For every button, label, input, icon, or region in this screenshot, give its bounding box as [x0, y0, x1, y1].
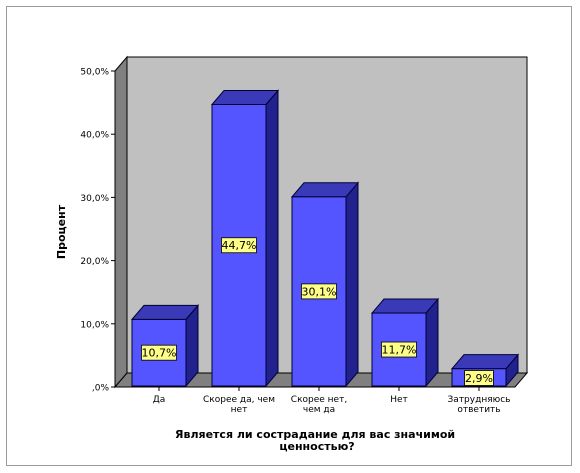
y-tick-label: 40,0%: [80, 131, 109, 141]
x-axis-title-line-1: Является ли сострадание для вас значимой: [175, 428, 455, 441]
y-tick-label: 10,0%: [80, 320, 109, 330]
data-label: 11,7%: [382, 344, 417, 357]
y-axis: ,0% 10,0% 20,0% 30,0% 40,0% 50,0%: [80, 68, 116, 394]
bar-3: 30,1%: [290, 181, 360, 388]
chart-side-wall: [114, 55, 128, 389]
bar-2: 44,7%: [210, 89, 280, 388]
data-label: 44,7%: [222, 239, 257, 252]
x-tick-label: Скорее да, чем нет: [203, 395, 275, 415]
data-label-box: [301, 283, 337, 300]
bar-top: [210, 89, 280, 105]
bar-side: [345, 181, 359, 388]
bar-top: [370, 298, 440, 314]
data-label: 10,7%: [142, 347, 177, 360]
x-axis: Да Скорее да, чем нет Скорее нет, чем да Нет З…: [153, 387, 511, 415]
x-tick-label: Затрудняюсь ответить: [448, 395, 511, 415]
data-label-box: [221, 237, 257, 254]
y-tick-label: 30,0%: [80, 194, 109, 204]
data-label-box: [381, 341, 417, 358]
y-tick-label: 50,0%: [80, 68, 109, 78]
bar-side: [265, 89, 279, 388]
bar-chart: ,0% 10,0% 20,0% 30,0% 40,0% 50,0% 10,7% 44,7% 3…: [55, 55, 529, 453]
data-label: 30,1%: [302, 285, 337, 298]
bars: 10,7% 44,7% 30,1% 11,7% 2,9%: [130, 89, 520, 388]
data-label-box: [464, 370, 494, 386]
x-axis-title: Является ли сострадание для вас значимой…: [175, 428, 459, 453]
x-tick-label: Нет: [390, 395, 408, 405]
bar-1: 10,7%: [130, 304, 200, 388]
bar-5: 2,9%: [450, 353, 520, 388]
bar-top: [130, 304, 200, 320]
bar-front: [291, 196, 347, 387]
y-axis-title: Процент: [55, 204, 68, 259]
bar-top: [450, 354, 520, 370]
bar-4: 11,7%: [370, 297, 440, 388]
x-tick-label: Скорее нет, чем да: [291, 395, 347, 415]
y-tick-label: ,0%: [92, 384, 110, 394]
x-tick-label: Да: [153, 395, 166, 405]
x-axis-title-line-2: ценностью?: [279, 440, 354, 453]
bar-top: [290, 182, 360, 198]
chart-frame: ,0% 10,0% 20,0% 30,0% 40,0% 50,0% 10,7% 44,7% 3…: [6, 6, 572, 466]
y-tick-label: 20,0%: [80, 257, 109, 267]
bar-side: [425, 297, 439, 388]
data-label: 2,9%: [465, 372, 493, 385]
data-label-box: [141, 344, 177, 361]
